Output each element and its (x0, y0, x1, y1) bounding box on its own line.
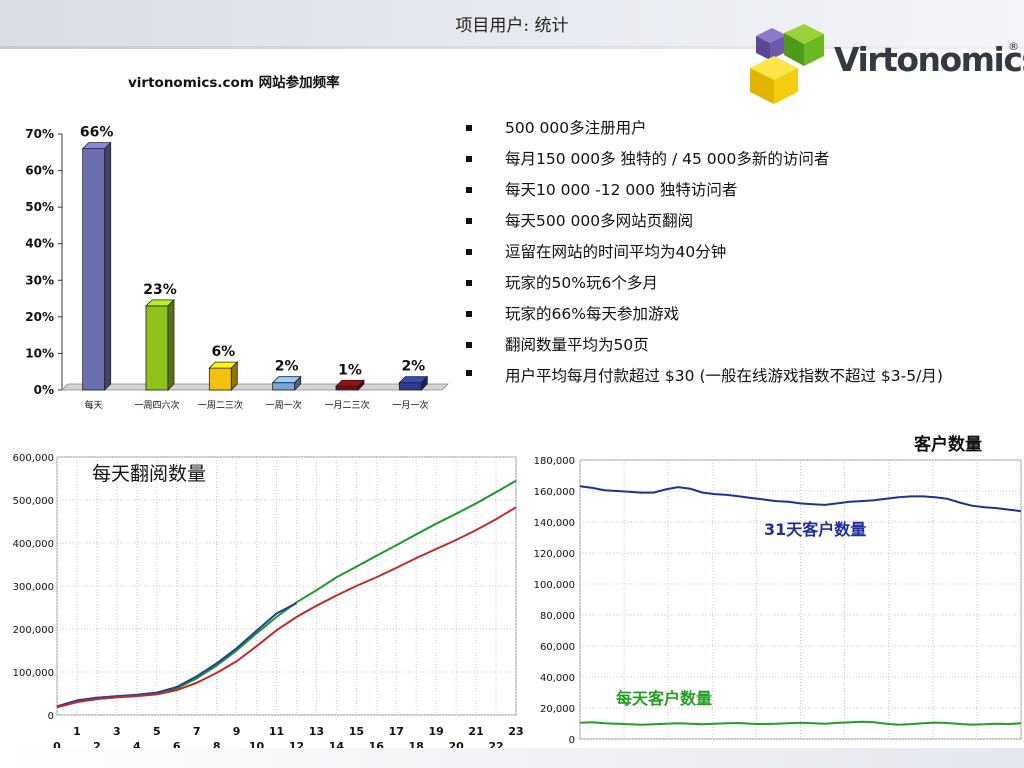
y-tick-label: 0% (34, 383, 54, 397)
x-category-label: 一月二三次 (324, 399, 369, 411)
x-tick-label: 21 (468, 725, 483, 738)
bar-side-face (294, 375, 302, 391)
title-band-edge (0, 46, 1024, 49)
y-tick-label: 10% (25, 346, 54, 360)
bar (398, 382, 422, 391)
x-tick-label: 19 (429, 725, 444, 738)
x-tick-label: 9 (233, 725, 241, 738)
x-tick-label: 2 (93, 740, 101, 753)
bottom-band (0, 748, 1024, 768)
y-tick-label: 180,000 (534, 456, 575, 467)
y-tick-label: 500,000 (13, 496, 54, 507)
bar-value-label: 2% (275, 359, 299, 375)
series-line (579, 485, 1022, 513)
y-tick-label: 40,000 (540, 673, 575, 684)
y-tick-label: 30% (25, 273, 54, 287)
bullet-item: 每天500 000多网站页翻阅 (462, 206, 1007, 237)
bullet-item: 500 000多注册用户 (462, 113, 1007, 144)
logo-text: Virtonomics (834, 40, 1024, 79)
bar-chart-title: virtonomics.com 网站参加频率 (128, 75, 340, 91)
bullet-item: 逗留在网站的时间平均为40分钟 (462, 237, 1007, 268)
y-tick-label: 60,000 (540, 642, 575, 653)
y-tick-label: 0 (569, 735, 575, 746)
bullet-item: 翻阅数量平均为50页 (462, 330, 1007, 361)
frequency-bar-chart: 0% 10% 20% 30% 40% 50% 60% 70% 66% 每天 23% 一周四六次 6% 一周… (25, 125, 449, 411)
y-tick-label: 160,000 (534, 487, 575, 498)
y-tick-label: 120,000 (534, 549, 575, 560)
series-line (56, 506, 517, 709)
chart-title: 每天翻阅数量 (92, 463, 206, 485)
x-tick-label: 0 (53, 740, 61, 753)
x-tick-label: 4 (133, 740, 141, 753)
x-category-label: 一周二三次 (198, 399, 243, 411)
series-line (56, 602, 297, 708)
y-tick-label: 140,000 (534, 518, 575, 529)
bullet-item: 玩家的66%每天参加游戏 (462, 299, 1007, 330)
bar-value-label: 2% (401, 359, 425, 375)
bar-side-face (167, 298, 175, 391)
y-tick-label: 60% (25, 164, 54, 178)
cube-logo-icon (750, 24, 824, 104)
y-tick-label: 200,000 (13, 625, 54, 636)
series-line (579, 720, 1022, 726)
y-tick-label: 600,000 (13, 453, 54, 464)
x-category-label: 一周四六次 (134, 399, 179, 411)
bar (335, 385, 359, 391)
x-tick-label: 11 (269, 725, 284, 738)
x-category-label: 一周一次 (266, 399, 302, 411)
x-tick-label: 8 (213, 740, 221, 753)
title-band (0, 0, 1024, 48)
bar-value-label: 23% (143, 282, 177, 298)
bullet-item: 用户平均每月付款超过 $30 (一般在线游戏指数不超过 $3-5/月) (462, 361, 1007, 388)
y-tick-label: 300,000 (13, 582, 54, 593)
y-tick-label: 20% (25, 310, 54, 324)
x-tick-label: 17 (389, 725, 404, 738)
customers-chart-title: 客户数量 (914, 435, 982, 455)
bar (82, 148, 106, 391)
y-tick-label: 400,000 (13, 539, 54, 550)
bullet-item: 每月150 000多 独特的 / 45 000多新的访问者 (462, 144, 1007, 175)
x-category-label: 每天 (85, 399, 103, 411)
y-tick-label: 100,000 (13, 668, 54, 679)
y-tick-label: 0 (48, 711, 54, 722)
series-label: 31天客户数量 (764, 520, 866, 539)
series-label: 每天客户数量 (616, 689, 712, 708)
daily-pageviews-line-chart: 0 100,000 200,000 300,000 400,000 500,000 600,… (13, 453, 524, 753)
bar-value-label: 1% (338, 362, 362, 378)
bar-value-label: 6% (211, 344, 235, 360)
bar (272, 382, 296, 391)
x-tick-label: 13 (309, 725, 324, 738)
x-tick-label: 1 (73, 725, 81, 738)
x-tick-label: 3 (113, 725, 121, 738)
plot-area (56, 456, 517, 716)
y-tick-label: 70% (25, 127, 54, 141)
bar-side-face (230, 361, 238, 391)
x-tick-label: 6 (173, 740, 181, 753)
bar (145, 305, 169, 391)
customers-line-chart: 0 20,000 40,000 60,000 80,000 100,000 120,000 1… (534, 456, 1022, 746)
plot-area (579, 459, 1022, 740)
x-category-label: 一月一次 (392, 399, 428, 411)
y-tick-label: 40% (25, 237, 54, 251)
bar-side-face (104, 141, 112, 391)
virtonomics-logo: Virtonomics ® (746, 22, 1024, 104)
x-tick-label: 7 (193, 725, 201, 738)
y-tick-label: 100,000 (534, 580, 575, 591)
y-tick-label: 50% (25, 200, 54, 214)
bullet-item: 每天10 000 -12 000 独特访问者 (462, 175, 1007, 206)
bar (208, 367, 232, 391)
x-tick-label: 23 (508, 725, 523, 738)
y-tick-label: 20,000 (540, 704, 575, 715)
bar-side-face (420, 375, 428, 391)
x-tick-label: 5 (153, 725, 161, 738)
x-tick-label: 15 (349, 725, 364, 738)
y-tick-label: 80,000 (540, 611, 575, 622)
bar-value-label: 66% (80, 125, 114, 141)
bullet-item: 玩家的50%玩6个多月 (462, 268, 1007, 299)
chart-floor (61, 383, 449, 391)
stats-bullet-list: 500 000多注册用户 每月150 000多 独特的 / 45 000多新的访… (462, 113, 1007, 388)
slide-title: 项目用户: 统计 (455, 16, 569, 36)
bar-side-face (357, 379, 365, 391)
logo-registered-mark: ® (1008, 40, 1019, 53)
